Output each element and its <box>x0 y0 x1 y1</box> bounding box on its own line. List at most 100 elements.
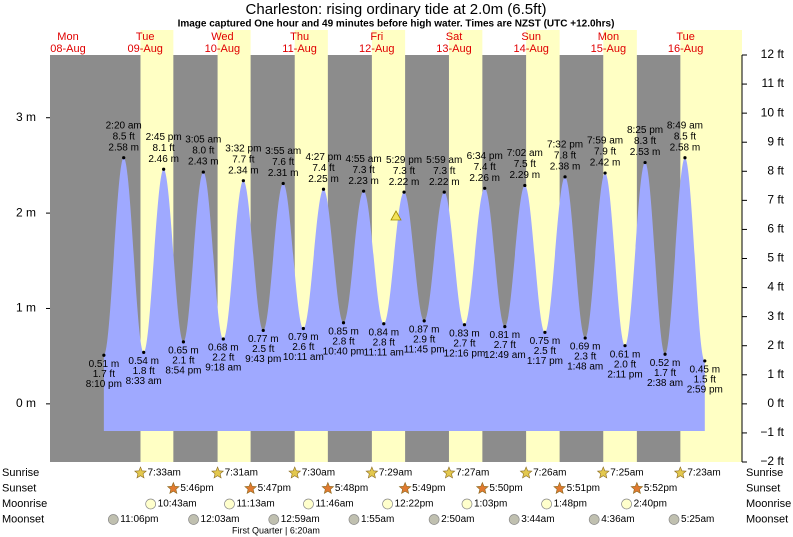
tide-point <box>583 336 587 340</box>
tide-label: 2.6 ft <box>292 342 314 353</box>
tide-label: 2.22 m <box>389 177 420 188</box>
tide-label: 8:10 pm <box>86 379 122 390</box>
tide-label: 2.58 m <box>108 142 139 153</box>
tide-label: 3:55 am <box>265 146 301 157</box>
tide-label: 2.29 m <box>510 170 541 181</box>
tide-point <box>402 190 406 194</box>
tide-point <box>442 190 446 194</box>
y2-tick-label: −1 ft <box>760 425 784 439</box>
almanac-time: 7:26am <box>533 468 566 479</box>
tide-label: 0.77 m <box>248 334 279 345</box>
day-date: 08-Aug <box>50 43 85 55</box>
y2-tick-label: 6 ft <box>767 222 784 236</box>
y2-tick-label: 8 ft <box>767 163 784 177</box>
y2-tick-label: 3 ft <box>767 309 784 323</box>
tide-label: 0.84 m <box>368 327 399 338</box>
day-name: Wed <box>211 31 233 43</box>
tide-label: 7:02 am <box>507 148 543 159</box>
moonrise-icon <box>224 498 235 510</box>
tide-label: 3:32 pm <box>225 143 261 154</box>
tide-label: 2.58 m <box>670 142 701 153</box>
row-label: Sunset <box>2 482 36 494</box>
tide-label: 2.2 ft <box>212 353 234 364</box>
tide-label: 0.65 m <box>168 346 199 357</box>
tide-label: 2.46 m <box>148 154 179 165</box>
tide-label: 4:55 am <box>346 154 382 165</box>
tide-point <box>523 183 527 188</box>
almanac-time: 5:49pm <box>412 483 445 494</box>
tide-label: 9:18 am <box>205 363 241 374</box>
chart-subtitle: Image captured One hour and 49 minutes b… <box>178 19 615 30</box>
y-tick-label: 0 m <box>16 396 36 410</box>
tide-label: 7.3 ft <box>433 166 455 177</box>
tide-label: 2.1 ft <box>172 356 194 367</box>
sunset-icon <box>630 481 644 494</box>
y2-tick-label: 4 ft <box>767 280 784 294</box>
tide-point <box>382 322 386 326</box>
almanac-time: 7:23am <box>687 468 720 479</box>
sunset-icon <box>166 481 180 494</box>
tide-label: 8.5 ft <box>674 131 696 142</box>
tide-point <box>683 156 687 160</box>
y-tick-label: 3 m <box>16 110 36 124</box>
tide-label: 2.34 m <box>228 165 259 176</box>
almanac-time: 5:51pm <box>567 483 600 494</box>
tide-label: 2.9 ft <box>413 335 435 346</box>
tide-label: 0.69 m <box>570 342 601 353</box>
tide-label: 5:29 pm <box>386 155 422 166</box>
tide-label: 2.53 m <box>630 147 661 158</box>
y2-tick-label: 0 ft <box>767 396 784 410</box>
tide-point <box>603 171 607 175</box>
almanac-time: 12:03am <box>201 514 240 525</box>
tide-point <box>241 179 245 183</box>
y-tick-label: 2 m <box>16 205 36 219</box>
current-level-marker <box>390 210 402 221</box>
almanac-time: 12:59am <box>281 514 320 525</box>
almanac-time: 5:52pm <box>644 483 677 494</box>
tide-label: 2.5 ft <box>534 346 556 357</box>
moonset-icon <box>268 514 280 525</box>
almanac-time: 4:36am <box>601 514 634 525</box>
tide-label: 8.1 ft <box>153 143 175 154</box>
tide-point <box>181 340 186 344</box>
day-name: Sun <box>521 31 541 43</box>
y2-tick-label: 12 ft <box>761 47 785 61</box>
y2-tick-label: 5 ft <box>767 251 784 265</box>
moonrise-icon <box>621 498 632 510</box>
tide-point <box>321 187 326 191</box>
almanac-time: 7:27am <box>456 468 489 479</box>
row-label: Sunrise <box>2 467 39 479</box>
tide-label: 8:54 pm <box>165 366 201 377</box>
tide-label: 10:11 am <box>283 352 324 363</box>
moonrise-icon <box>461 498 473 510</box>
almanac-time: 10:43am <box>158 499 197 510</box>
tide-point <box>281 181 285 186</box>
tide-label: 2.23 m <box>348 176 379 187</box>
tide-point <box>341 321 346 325</box>
tide-label: 2:45 pm <box>146 132 182 143</box>
tide-label: 1.5 ft <box>694 375 716 386</box>
tide-point <box>483 186 487 190</box>
tide-point <box>422 319 426 323</box>
almanac-time: 2:50am <box>441 514 474 525</box>
day-name: Thu <box>290 31 309 43</box>
sunrise-icon <box>365 466 379 479</box>
almanac-time: 7:30am <box>302 468 335 479</box>
tide-point <box>663 352 667 356</box>
tide-label: 7.5 ft <box>514 159 536 170</box>
tide-label: 8:33 am <box>126 376 162 387</box>
y2-tick-label: 11 ft <box>762 76 785 90</box>
day-name: Fri <box>370 31 383 43</box>
tide-label: 2.7 ft <box>453 338 475 349</box>
tide-label: 12:16 pm <box>444 348 486 359</box>
tide-label: 7.3 ft <box>393 166 415 177</box>
tide-label: 2.31 m <box>268 168 299 179</box>
almanac-time: 11:06pm <box>120 514 158 525</box>
sunset-icon <box>321 481 335 494</box>
tide-label: 0.81 m <box>490 330 521 341</box>
tide-label: 2.43 m <box>188 157 219 168</box>
tide-label: 10:40 pm <box>323 346 365 357</box>
row-label: Moonset <box>2 513 44 525</box>
